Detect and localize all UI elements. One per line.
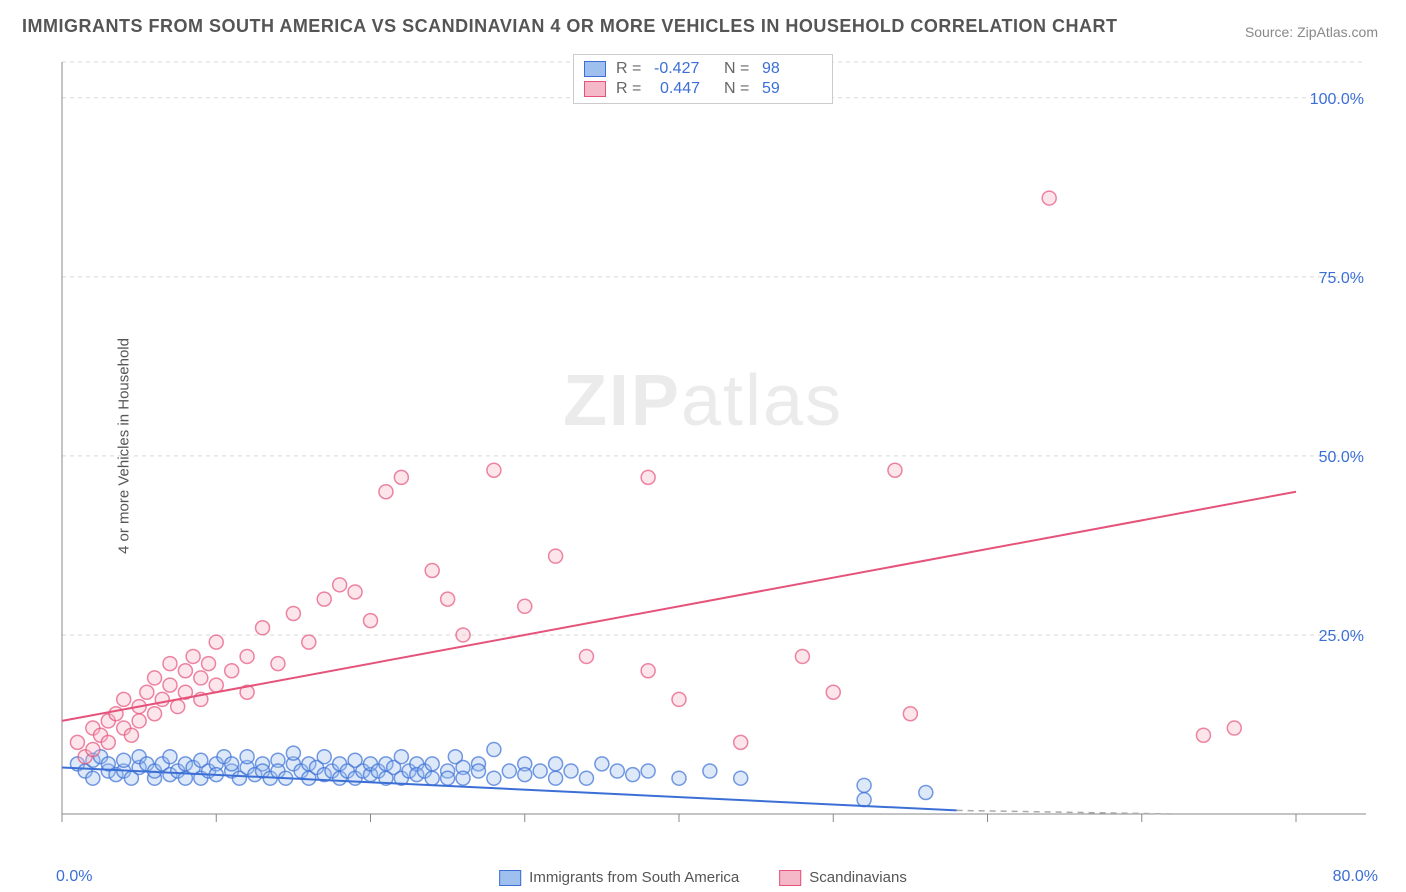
correlation-legend: R = -0.427 N = 98 R = 0.447 N = 59 [573, 54, 833, 104]
n-value-immigrants: 98 [762, 60, 822, 78]
svg-text:75.0%: 75.0% [1319, 270, 1364, 287]
n-label: N = [724, 80, 752, 98]
swatch-scandinavians-bottom [779, 870, 801, 886]
swatch-immigrants [584, 61, 606, 77]
svg-text:25.0%: 25.0% [1319, 628, 1364, 645]
n-label: N = [724, 60, 752, 78]
source-attribution: Source: ZipAtlas.com [1245, 24, 1378, 40]
r-value-scandinavians: 0.447 [654, 80, 714, 98]
swatch-scandinavians [584, 81, 606, 97]
r-value-immigrants: -0.427 [654, 60, 714, 78]
chart-title: IMMIGRANTS FROM SOUTH AMERICA VS SCANDIN… [22, 16, 1118, 37]
x-axis-max-label: 80.0% [1333, 868, 1378, 886]
svg-text:100.0%: 100.0% [1310, 91, 1364, 108]
series-legend: Immigrants from South America Scandinavi… [499, 869, 907, 886]
legend-row-immigrants: R = -0.427 N = 98 [584, 59, 822, 79]
n-value-scandinavians: 59 [762, 80, 822, 98]
chart-area: 25.0% 50.0% 75.0% 100.0% [54, 54, 1376, 844]
legend-row-scandinavians: R = 0.447 N = 59 [584, 79, 822, 99]
legend-label-scandinavians: Scandinavians [809, 869, 907, 886]
legend-item-scandinavians: Scandinavians [779, 869, 907, 886]
x-axis-min-label: 0.0% [56, 868, 92, 886]
legend-item-immigrants: Immigrants from South America [499, 869, 739, 886]
svg-text:50.0%: 50.0% [1319, 449, 1364, 466]
scatter-chart: 25.0% 50.0% 75.0% 100.0% [54, 54, 1376, 844]
r-label: R = [616, 60, 644, 78]
swatch-immigrants-bottom [499, 870, 521, 886]
r-label: R = [616, 80, 644, 98]
legend-label-immigrants: Immigrants from South America [529, 869, 739, 886]
